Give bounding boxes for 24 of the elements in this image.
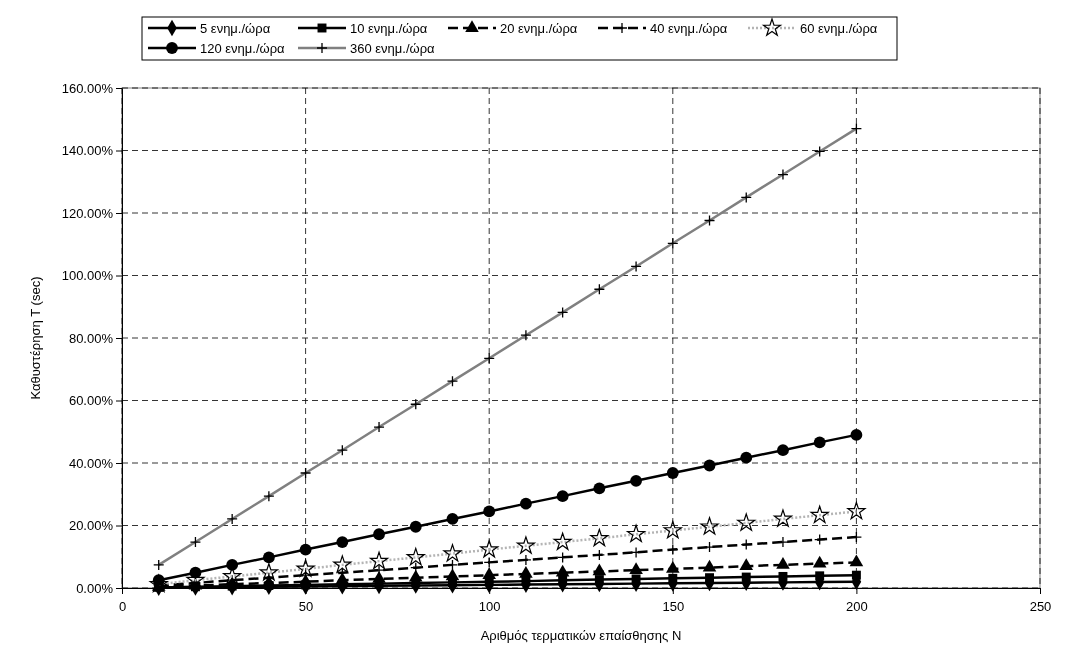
legend-label: 20 ενημ./ώρα bbox=[500, 21, 578, 36]
x-axis-title: Αριθμός τερματικών επαίσθησης N bbox=[480, 628, 682, 643]
x-tick-label: 250 bbox=[1029, 599, 1052, 615]
y-tick-label: 120.00% bbox=[61, 205, 114, 221]
legend-label: 120 ενημ./ώρα bbox=[200, 41, 286, 56]
y-tick-label: 0.00% bbox=[76, 580, 114, 596]
y-tick-label: 60.00% bbox=[68, 393, 114, 409]
x-tick-label: 150 bbox=[662, 599, 685, 615]
y-tick-label: 20.00% bbox=[68, 518, 114, 534]
x-tick-label: 0 bbox=[118, 599, 127, 615]
y-tick-label: 80.00% bbox=[68, 330, 114, 346]
y-tick-label: 160.00% bbox=[61, 80, 114, 96]
x-tick-label: 200 bbox=[846, 599, 868, 615]
x-tick-label: 100 bbox=[478, 599, 501, 615]
x-tick-label: 50 bbox=[298, 599, 314, 615]
y-tick-label: 140.00% bbox=[61, 143, 114, 159]
legend-label: 60 ενημ./ώρα bbox=[800, 21, 878, 36]
legend-label: 40 ενημ./ώρα bbox=[650, 21, 728, 36]
y-tick-label: 100.00% bbox=[61, 268, 114, 284]
legend-label: 10 ενημ./ώρα bbox=[350, 21, 428, 36]
legend-label: 360 ενημ./ώρα bbox=[350, 41, 436, 56]
y-axis-title: Καθυστέρηση T (sec) bbox=[28, 276, 43, 400]
y-tick-label: 40.00% bbox=[68, 455, 114, 471]
legend-label: 5 ενημ./ώρα bbox=[200, 21, 271, 36]
